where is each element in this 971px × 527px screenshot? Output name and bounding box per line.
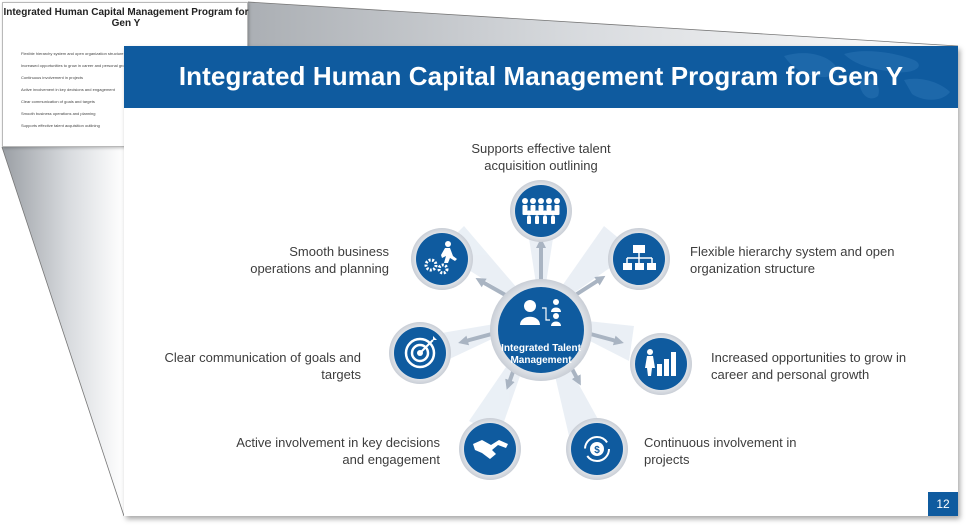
- hub-diagram: $: [389, 180, 692, 480]
- slide-header: Integrated Human Capital Management Prog…: [124, 46, 958, 108]
- node-smooth-operations: [411, 228, 473, 290]
- slide-title: Integrated Human Capital Management Prog…: [178, 61, 904, 91]
- node-flexible-hierarchy: [608, 228, 670, 290]
- label-smooth-operations: Smooth business operations and planning: [250, 244, 389, 276]
- team-group-icon: [522, 198, 560, 224]
- notes-list-item: Continuous involvement in projects: [21, 75, 84, 80]
- notes-list-item: Smooth business operations and planning: [21, 111, 96, 116]
- notes-page-list: Flexible hierarchy system and open organ…: [21, 52, 131, 136]
- notes-list-item: Clear communication of goals and targets: [21, 99, 95, 104]
- notes-list-item: Supports effective talent acquisition ou…: [21, 123, 100, 128]
- notes-list-item: Active involvement in key decisions and …: [21, 87, 115, 92]
- handshake-icon: [473, 440, 508, 459]
- node-active-involvement: [459, 418, 521, 480]
- slide: Integrated Human Capital Management Prog…: [124, 46, 958, 516]
- career-growth-icon: [645, 349, 676, 376]
- manager-person-icon: [524, 300, 536, 312]
- center-hub-label: Integrated Talent Management: [501, 343, 581, 366]
- notes-page-title: Integrated Human Capital Management Prog…: [3, 7, 249, 29]
- node-talent-acquisition: [510, 180, 572, 242]
- target-icon: [404, 336, 437, 369]
- label-flexible-hierarchy: Flexible hierarchy system and open organ…: [690, 244, 895, 276]
- notes-list-item: Flexible hierarchy system and open organ…: [21, 51, 124, 56]
- node-career-growth: [630, 333, 692, 395]
- node-continuous-involvement: $: [566, 418, 628, 480]
- svg-text:$: $: [594, 445, 600, 456]
- page-number: 12: [928, 492, 958, 516]
- label-talent-acquisition: Supports effective talent acquisition ou…: [471, 141, 611, 173]
- org-chart-icon: [623, 245, 656, 270]
- label-career-growth: Increased opportunities to grow in caree…: [711, 350, 907, 382]
- notes-list-item: Increased opportunities to grow in caree…: [21, 63, 131, 68]
- label-clear-communication: Clear communication of goals and targets: [164, 350, 361, 382]
- gears-person-icon: [424, 241, 457, 275]
- dollar-cycle-icon: $: [584, 436, 610, 462]
- center-hub: [490, 279, 592, 381]
- world-map-decoration: [784, 51, 950, 100]
- label-continuous-involvement: Continuous involvement in projects: [644, 435, 797, 467]
- node-clear-communication: [389, 322, 451, 384]
- label-active-involvement: Active involvement in key decisions and …: [236, 435, 440, 467]
